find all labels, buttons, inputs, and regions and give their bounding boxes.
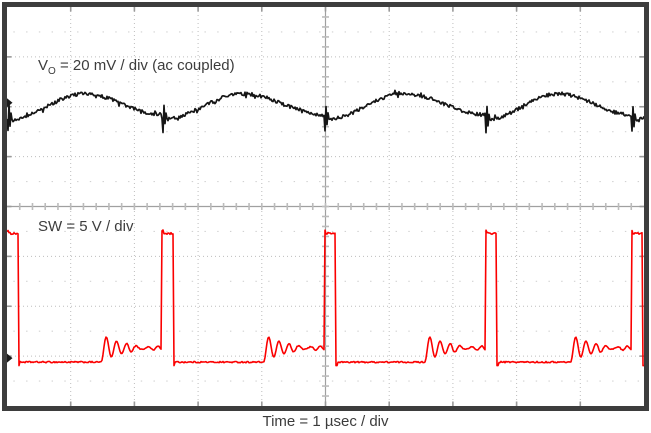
- vo-position-marker: [7, 98, 13, 108]
- sw-trace: [7, 229, 644, 367]
- vo-subscript: O: [48, 66, 56, 77]
- vo-scale-label: VO = 20 mV / div (ac coupled): [38, 57, 235, 81]
- vo-trace: [7, 89, 644, 134]
- vo-scale-text: = 20 mV / div (ac coupled): [55, 57, 235, 74]
- graticule: [7, 7, 644, 406]
- sw-scale-label: SW = 5 V / div: [38, 218, 134, 235]
- vo-symbol: V: [38, 57, 49, 74]
- sw-position-marker: [7, 353, 13, 363]
- waveform-canvas: [7, 7, 644, 406]
- time-axis-label: Time = 1 µsec / div: [262, 413, 389, 430]
- scope-plot: VO = 20 mV / div (ac coupled) SW = 5 V /…: [2, 2, 649, 411]
